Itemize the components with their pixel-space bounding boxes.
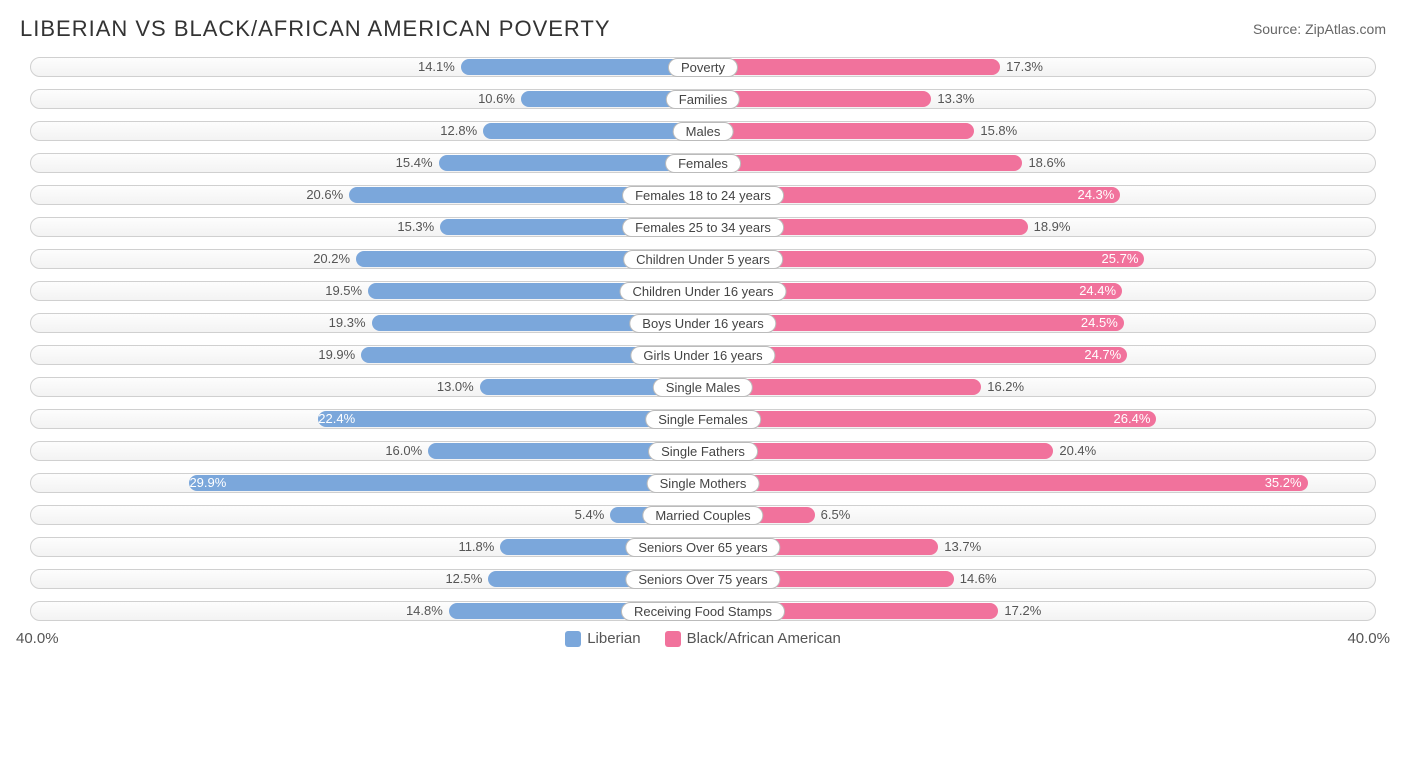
- chart-row: 16.0% 20.4% Single Fathers: [16, 438, 1390, 464]
- value-left: 14.8%: [406, 603, 443, 619]
- value-left: 14.1%: [418, 59, 455, 75]
- chart-row: 15.4% 18.6% Females: [16, 150, 1390, 176]
- value-right: 13.7%: [944, 539, 981, 555]
- value-right: 25.7%: [1102, 251, 1139, 267]
- value-right: 24.4%: [1079, 283, 1116, 299]
- bar-left: [483, 123, 703, 139]
- row-label: Males: [673, 122, 734, 141]
- chart-row: 14.1% 17.3% Poverty: [16, 54, 1390, 80]
- value-left: 13.0%: [437, 379, 474, 395]
- legend: Liberian Black/African American: [76, 630, 1330, 647]
- value-right: 18.9%: [1034, 219, 1071, 235]
- chart-row: 11.8% 13.7% Seniors Over 65 years: [16, 534, 1390, 560]
- chart-row: 19.9% 24.7% Girls Under 16 years: [16, 342, 1390, 368]
- value-left: 15.3%: [397, 219, 434, 235]
- value-right: 24.5%: [1081, 315, 1118, 331]
- chart-row: 20.2% 25.7% Children Under 5 years: [16, 246, 1390, 272]
- legend-label-right: Black/African American: [687, 630, 841, 647]
- bar-left: [189, 475, 703, 491]
- value-right: 15.8%: [980, 123, 1017, 139]
- axis-max-right: 40.0%: [1330, 630, 1390, 647]
- chart-row: 10.6% 13.3% Families: [16, 86, 1390, 112]
- row-label: Children Under 16 years: [620, 282, 787, 301]
- row-label: Receiving Food Stamps: [621, 602, 785, 621]
- value-right: 24.7%: [1084, 347, 1121, 363]
- row-label: Females: [665, 154, 741, 173]
- value-right: 17.3%: [1006, 59, 1043, 75]
- value-left: 19.5%: [325, 283, 362, 299]
- chart-footer: 40.0% Liberian Black/African American 40…: [16, 630, 1390, 647]
- legend-label-left: Liberian: [587, 630, 640, 647]
- value-left: 20.6%: [306, 187, 343, 203]
- value-right: 13.3%: [937, 91, 974, 107]
- row-label: Children Under 5 years: [623, 250, 783, 269]
- chart-row: 19.5% 24.4% Children Under 16 years: [16, 278, 1390, 304]
- chart-row: 12.8% 15.8% Males: [16, 118, 1390, 144]
- row-label: Boys Under 16 years: [629, 314, 776, 333]
- value-right: 18.6%: [1028, 155, 1065, 171]
- chart-row: 15.3% 18.9% Females 25 to 34 years: [16, 214, 1390, 240]
- row-label: Families: [666, 90, 740, 109]
- bar-right: [703, 155, 1022, 171]
- value-right: 24.3%: [1077, 187, 1114, 203]
- value-left: 11.8%: [458, 539, 494, 555]
- chart-row: 29.9% 35.2% Single Mothers: [16, 470, 1390, 496]
- row-label: Seniors Over 75 years: [625, 570, 780, 589]
- row-label: Girls Under 16 years: [630, 346, 775, 365]
- value-left: 12.5%: [445, 571, 482, 587]
- value-left: 16.0%: [385, 443, 422, 459]
- bar-left: [461, 59, 703, 75]
- chart-body: 14.1% 17.3% Poverty 10.6% 13.3% Families 12.8%…: [16, 54, 1390, 624]
- value-right: 6.5%: [821, 507, 851, 523]
- row-label: Seniors Over 65 years: [625, 538, 780, 557]
- chart-row: 13.0% 16.2% Single Males: [16, 374, 1390, 400]
- bar-right: [703, 123, 974, 139]
- chart-title: LIBERIAN VS BLACK/AFRICAN AMERICAN POVER…: [20, 16, 611, 42]
- row-label: Single Females: [645, 410, 761, 429]
- value-right: 26.4%: [1114, 411, 1151, 427]
- chart-row: 12.5% 14.6% Seniors Over 75 years: [16, 566, 1390, 592]
- chart-row: 20.6% 24.3% Females 18 to 24 years: [16, 182, 1390, 208]
- value-right: 20.4%: [1059, 443, 1096, 459]
- legend-swatch-right: [665, 631, 681, 647]
- bar-left: [439, 155, 703, 171]
- value-right: 17.2%: [1004, 603, 1041, 619]
- value-left: 15.4%: [396, 155, 433, 171]
- bar-right: [703, 475, 1308, 491]
- chart-header: LIBERIAN VS BLACK/AFRICAN AMERICAN POVER…: [16, 16, 1390, 42]
- bar-right: [703, 411, 1156, 427]
- value-right: 35.2%: [1265, 475, 1302, 491]
- legend-swatch-left: [565, 631, 581, 647]
- value-left: 19.9%: [318, 347, 355, 363]
- chart-row: 14.8% 17.2% Receiving Food Stamps: [16, 598, 1390, 624]
- row-label: Married Couples: [642, 506, 763, 525]
- legend-item-left: Liberian: [565, 630, 640, 647]
- chart-row: 22.4% 26.4% Single Females: [16, 406, 1390, 432]
- row-label: Single Fathers: [648, 442, 758, 461]
- value-left: 12.8%: [440, 123, 477, 139]
- value-right: 16.2%: [987, 379, 1024, 395]
- axis-max-left: 40.0%: [16, 630, 76, 647]
- value-left: 5.4%: [575, 507, 605, 523]
- chart-row: 5.4% 6.5% Married Couples: [16, 502, 1390, 528]
- chart-source: Source: ZipAtlas.com: [1253, 21, 1386, 37]
- value-left: 20.2%: [313, 251, 350, 267]
- row-label: Females 18 to 24 years: [622, 186, 784, 205]
- row-label: Females 25 to 34 years: [622, 218, 784, 237]
- value-left: 19.3%: [329, 315, 366, 331]
- value-right: 14.6%: [960, 571, 997, 587]
- chart-row: 19.3% 24.5% Boys Under 16 years: [16, 310, 1390, 336]
- legend-item-right: Black/African American: [665, 630, 841, 647]
- value-left: 22.4%: [318, 411, 355, 427]
- row-label: Single Mothers: [647, 474, 760, 493]
- row-label: Single Males: [653, 378, 753, 397]
- row-label: Poverty: [668, 58, 738, 77]
- value-left: 10.6%: [478, 91, 515, 107]
- value-left: 29.9%: [189, 475, 226, 491]
- bar-right: [703, 59, 1000, 75]
